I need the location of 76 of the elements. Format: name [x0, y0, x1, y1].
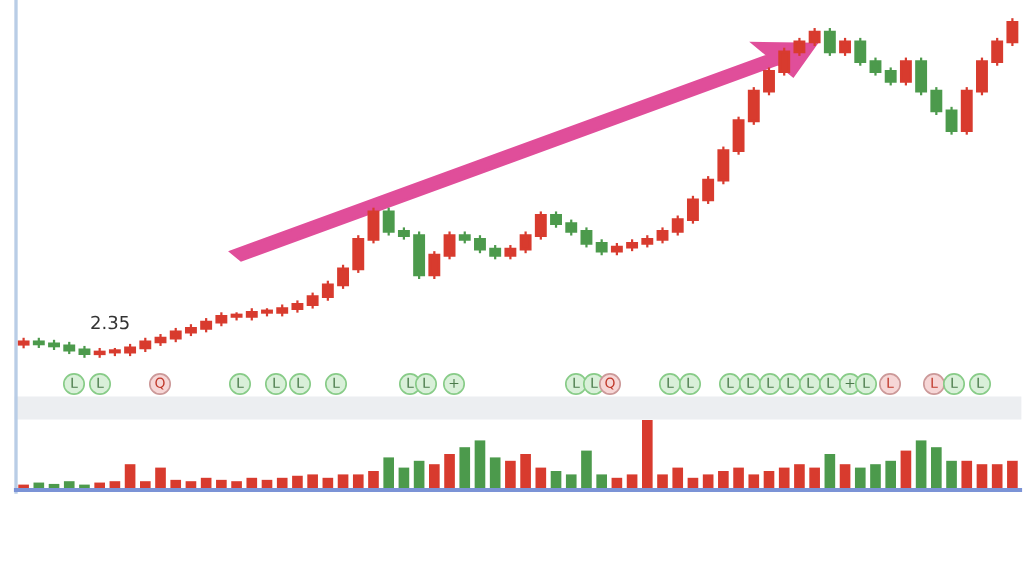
bar — [657, 474, 668, 488]
bar — [185, 481, 197, 488]
bar — [292, 475, 303, 488]
candlestick — [808, 26, 821, 48]
bar — [702, 474, 714, 488]
bar — [109, 481, 121, 488]
bar — [915, 440, 927, 488]
bar — [63, 481, 75, 488]
bar — [687, 477, 699, 488]
bar — [520, 454, 531, 488]
bar — [383, 457, 395, 488]
bar — [1007, 460, 1018, 488]
bar — [216, 479, 227, 488]
bar — [368, 471, 379, 488]
bar — [611, 477, 623, 488]
bar — [413, 460, 425, 488]
bar — [748, 474, 760, 488]
bar — [931, 447, 942, 488]
bar — [459, 447, 471, 488]
bar — [885, 460, 897, 488]
bar — [809, 467, 820, 488]
bar — [991, 464, 1003, 488]
candlestick — [428, 250, 441, 281]
bar — [778, 467, 790, 488]
bar — [322, 477, 334, 488]
bar — [474, 440, 486, 488]
annotation: 2.35 — [91, 315, 129, 330]
candlestick — [869, 56, 882, 77]
bar — [976, 464, 988, 488]
candlestick — [443, 230, 456, 261]
bar — [794, 464, 805, 488]
bar — [200, 477, 212, 488]
bar — [626, 474, 638, 488]
bar — [718, 471, 729, 488]
bar — [870, 464, 881, 488]
candlestick — [580, 226, 593, 249]
bar — [824, 454, 836, 488]
bar — [337, 474, 349, 488]
bar — [276, 477, 288, 488]
bar — [733, 467, 744, 488]
bar — [139, 481, 151, 488]
bar — [961, 460, 973, 488]
bar — [946, 460, 957, 488]
bar — [596, 474, 607, 488]
bar — [170, 479, 182, 488]
bar — [261, 479, 273, 488]
candlestick — [839, 36, 852, 57]
bar — [839, 464, 851, 488]
candlestick — [854, 36, 867, 67]
candlestick — [367, 206, 380, 245]
bar — [550, 471, 562, 488]
bar — [854, 467, 866, 488]
bar — [246, 477, 258, 488]
bar — [900, 450, 912, 488]
bar — [672, 467, 684, 488]
bar — [94, 482, 105, 488]
bar — [444, 454, 455, 488]
bar — [581, 450, 592, 488]
candlestick — [899, 56, 912, 87]
candlestick — [945, 105, 958, 136]
candlestick — [884, 66, 897, 87]
bar — [124, 464, 136, 488]
bar — [489, 457, 501, 488]
bar — [763, 471, 775, 488]
candlestick — [823, 26, 836, 57]
bar — [641, 420, 653, 488]
bar — [535, 467, 547, 488]
bar — [398, 467, 410, 488]
bar — [231, 481, 242, 488]
bar — [565, 474, 577, 488]
bar — [307, 474, 318, 488]
bar — [155, 467, 166, 488]
bar — [33, 482, 45, 488]
bar — [352, 474, 364, 488]
bar — [429, 464, 440, 488]
bar — [505, 460, 516, 488]
